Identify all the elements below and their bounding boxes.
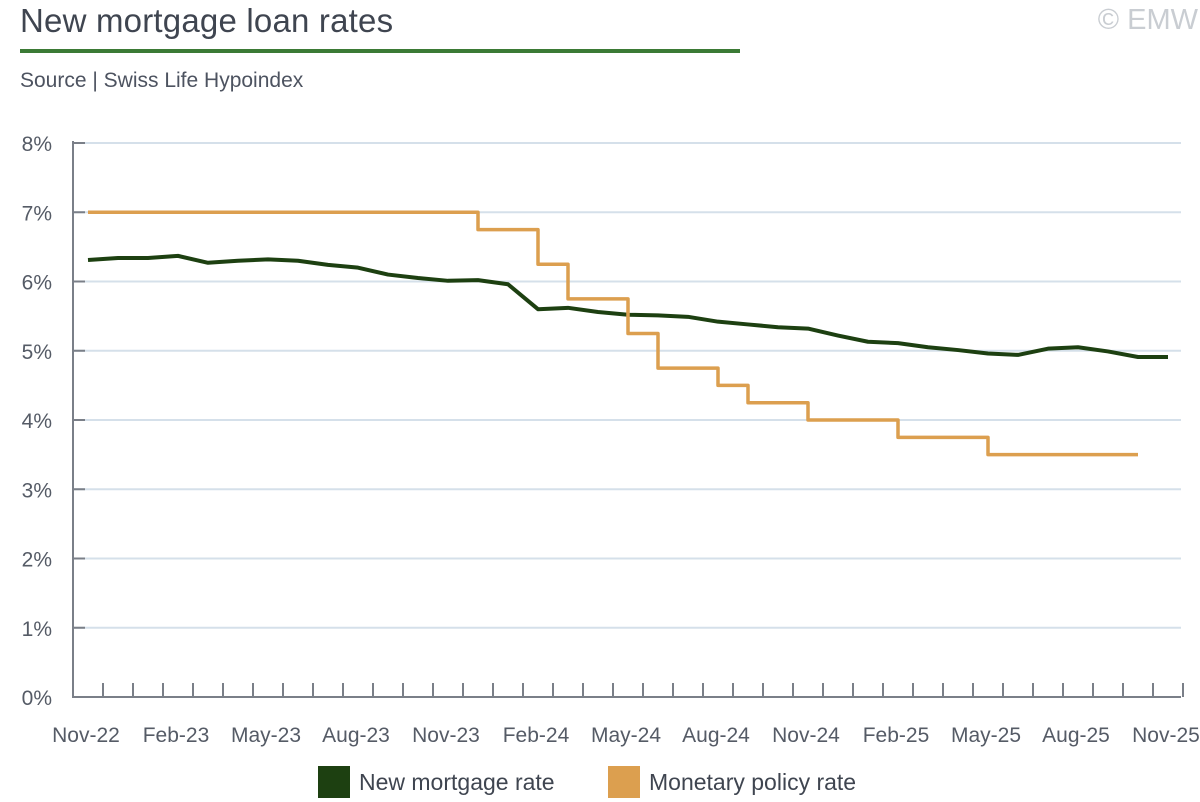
x-tick-label: Feb-24 [503, 724, 570, 747]
y-tick-label: 1% [22, 618, 52, 641]
y-tick-label: 8% [22, 133, 52, 156]
series-lines [87, 210, 1168, 457]
x-tick-label: Feb-23 [143, 724, 210, 747]
x-tick-label: May-25 [951, 724, 1021, 747]
axes [72, 141, 1184, 698]
copyright-mark: © EMW [1097, 4, 1198, 36]
x-tick-label: Feb-25 [863, 724, 930, 747]
policy-rate-line [88, 210, 1138, 457]
y-tick-label: 4% [22, 410, 52, 433]
title-underline [20, 49, 740, 53]
y-tick-label: 5% [22, 341, 52, 364]
legend-swatch-policy [608, 766, 640, 798]
chart-legend: New mortgage rate Monetary policy rate [0, 766, 1200, 802]
gridlines [73, 142, 1181, 629]
y-tick-label: 6% [22, 272, 52, 295]
source-note: Source | Swiss Life Hypoindex [20, 69, 304, 92]
legend-item-policy[interactable]: Monetary policy rate [608, 766, 856, 798]
x-tick-label: May-23 [231, 724, 301, 747]
y-tick-label: 2% [22, 549, 52, 572]
x-tick-label: Aug-23 [322, 724, 390, 747]
y-tick-label: 7% [22, 202, 52, 225]
x-tick-label: Nov-22 [52, 724, 120, 747]
y-tick-label: 0% [22, 687, 52, 710]
x-tick-label: Nov-23 [412, 724, 480, 747]
page-title: New mortgage loan rates [20, 2, 394, 39]
x-tick-label: Aug-24 [682, 724, 750, 747]
legend-swatch-mortgage [318, 766, 350, 798]
legend-label-policy: Monetary policy rate [649, 768, 857, 795]
x-tick-label: Aug-25 [1042, 724, 1110, 747]
x-tick-label: Nov-24 [772, 724, 840, 747]
y-tick-label: 3% [22, 479, 52, 502]
legend-item-mortgage[interactable]: New mortgage rate [318, 766, 555, 798]
x-tick-label: Nov-25 [1132, 724, 1200, 747]
tick-labels: 0% 1% 2% 3% 4% 5% 6% 7% 8% Nov-22 Feb-23 May-23 Aug-… [22, 133, 1200, 747]
x-tick-label: May-24 [591, 724, 661, 747]
legend-label-mortgage: New mortgage rate [359, 768, 555, 795]
